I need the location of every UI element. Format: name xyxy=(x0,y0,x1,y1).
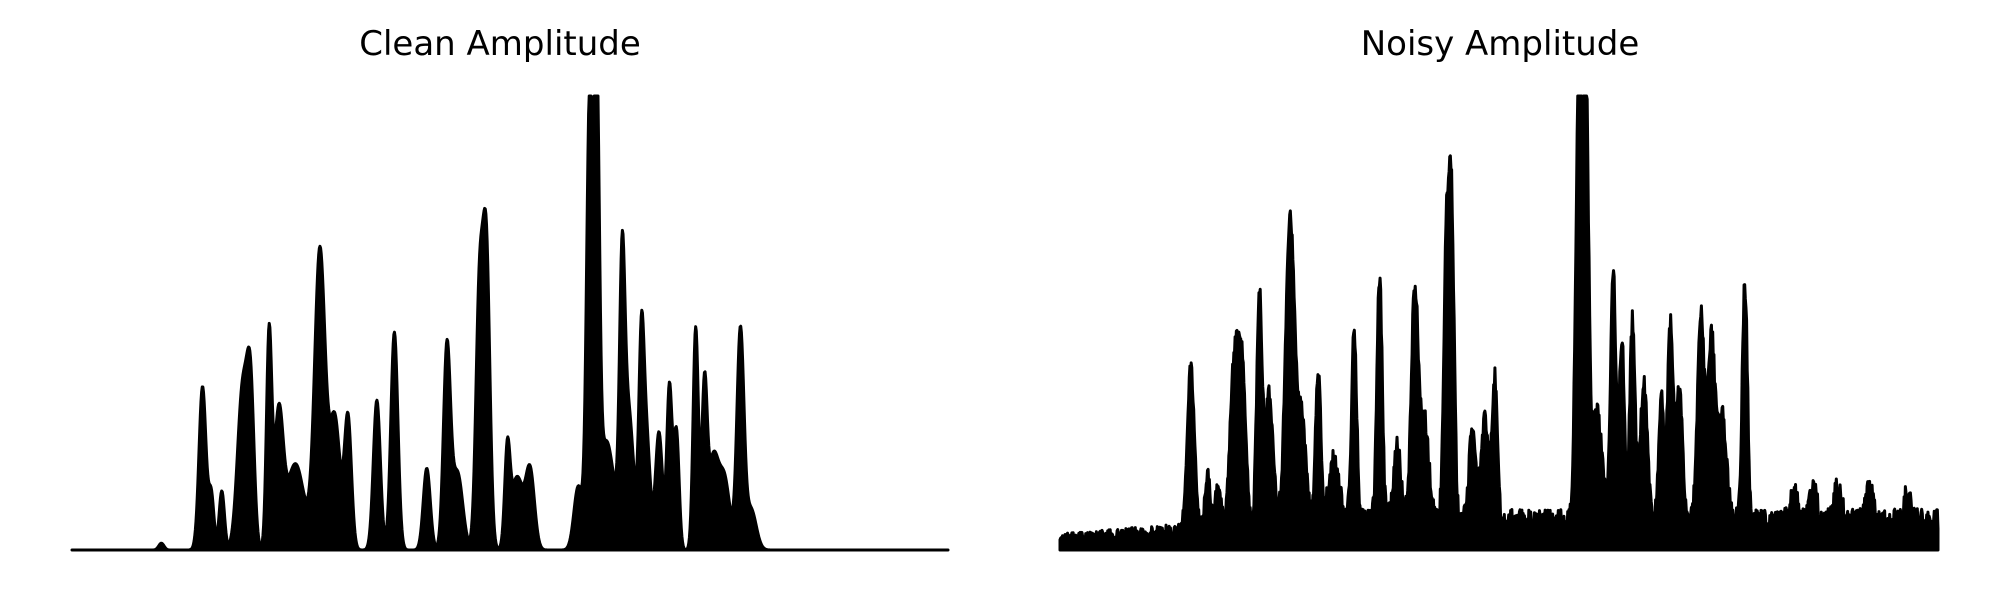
chart-title: Noisy Amplitude xyxy=(1360,24,1640,64)
amplitude-area-series xyxy=(70,94,950,552)
chart-title: Clean Amplitude xyxy=(359,24,641,64)
noisy-amplitude-panel: Noisy Amplitude xyxy=(1000,0,2000,600)
clean-amplitude-panel: Clean Amplitude xyxy=(70,24,950,552)
amplitude-area-series xyxy=(1058,94,1940,552)
noisy-amplitude-plot xyxy=(1058,94,1940,552)
clean-amplitude-plot xyxy=(70,94,950,552)
